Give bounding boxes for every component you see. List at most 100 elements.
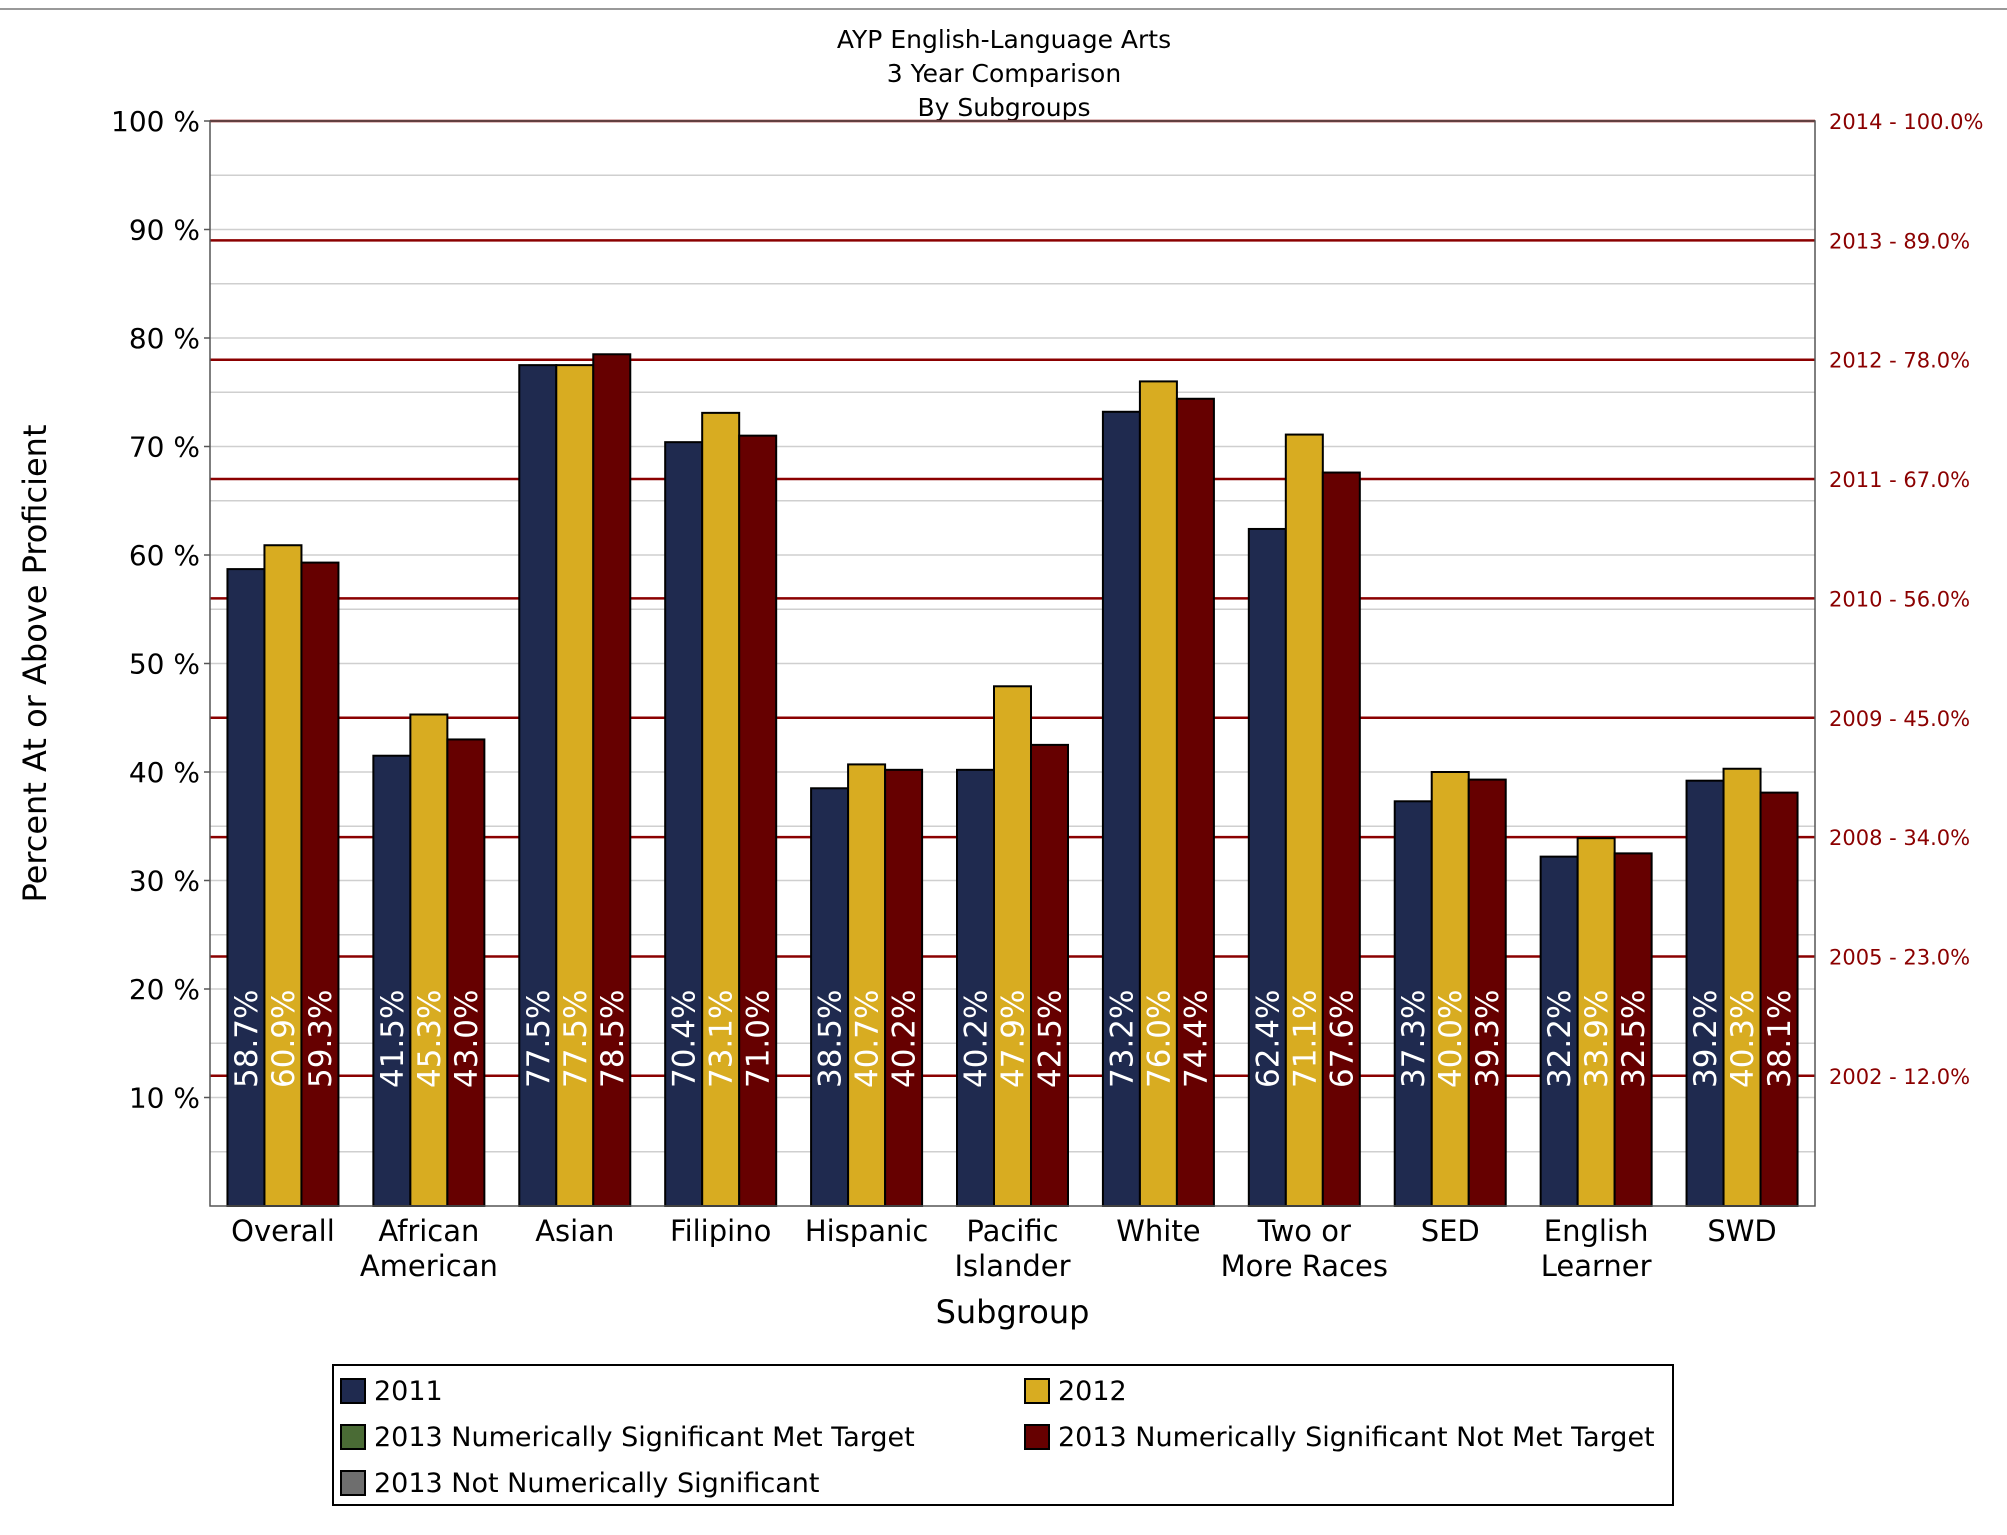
bar-value-label: 77.5% [521, 990, 557, 1088]
chart-title-line-2: 3 Year Comparison [887, 59, 1121, 88]
legend-label: 2013 Numerically Significant Not Met Tar… [1058, 1421, 1655, 1453]
target-label: 2008 - 34.0% [1829, 826, 1970, 850]
bar-value-label: 32.2% [1542, 990, 1578, 1088]
bar-value-label: 73.2% [1104, 990, 1140, 1088]
legend-swatch-met-target [340, 1424, 366, 1450]
bar-2012 [993, 685, 1032, 1207]
x-tick-label: Filipino [670, 1214, 771, 1248]
bar-value-label: 62.4% [1250, 990, 1286, 1088]
bar-value-label: 37.3% [1396, 990, 1432, 1088]
legend-item-2012: 2012 [1024, 1375, 1127, 1407]
bar-value-label: 58.7% [229, 990, 265, 1088]
bar-2012 [1576, 837, 1616, 1207]
bar-2011 [664, 441, 704, 1208]
bar-2012 [1138, 380, 1178, 1207]
y-axis-label: Percent At or Above Proficient [16, 424, 54, 902]
bar-value-label: 39.2% [1688, 990, 1724, 1088]
bar-value-label: 38.1% [1762, 990, 1798, 1088]
bar-2013 [1030, 743, 1069, 1207]
bar-2011 [956, 768, 995, 1208]
legend-label: 2011 [374, 1375, 443, 1407]
bar-value-label: 77.5% [558, 990, 594, 1088]
bar-value-label: 47.9% [996, 990, 1032, 1088]
bar-value-label: 39.3% [1470, 990, 1506, 1088]
x-tick-label: Learner [1541, 1249, 1652, 1283]
target-label: 2011 - 67.0% [1829, 468, 1970, 492]
target-label: 2005 - 23.0% [1829, 945, 1970, 969]
y-tick-label: 20 % [129, 973, 200, 1006]
y-tick-label: 80 % [129, 322, 200, 355]
target-label: 2010 - 56.0% [1829, 587, 1970, 611]
x-tick-label: English [1544, 1214, 1649, 1248]
x-axis-label: Subgroup [936, 1293, 1090, 1331]
bar-value-label: 40.2% [959, 990, 995, 1088]
bar-value-label: 67.6% [1324, 990, 1360, 1088]
x-tick-label: SWD [1707, 1214, 1776, 1248]
y-tick-label: 100 % [111, 105, 200, 138]
bar-value-label: 73.1% [704, 990, 740, 1088]
legend-swatch-not-met-target [1024, 1424, 1050, 1450]
target-label: 2009 - 45.0% [1829, 707, 1970, 731]
bar-value-label: 60.9% [266, 990, 302, 1088]
x-tick-label: Asian [535, 1214, 614, 1248]
chart-title-line-3: By Subgroups [917, 93, 1090, 122]
bar-value-label: 71.1% [1287, 990, 1323, 1088]
bar-2011 [226, 568, 266, 1207]
bar-value-label: 78.5% [595, 990, 631, 1088]
bar-value-label: 38.5% [813, 990, 849, 1088]
bar-2012 [263, 544, 303, 1207]
bar-2012 [847, 763, 887, 1208]
bar-value-label: 40.0% [1433, 990, 1469, 1088]
bar-2011 [1101, 410, 1141, 1207]
bar-value-label: 33.9% [1579, 990, 1615, 1088]
chart-title-line-1: AYP English-Language Arts [837, 25, 1171, 54]
legend-item-not-met-target: 2013 Numerically Significant Not Met Tar… [1024, 1421, 1655, 1453]
y-tick-label: 30 % [129, 865, 200, 898]
legend-item-met-target: 2013 Numerically Significant Met Target [340, 1422, 915, 1453]
target-label: 2002 - 12.0% [1829, 1065, 1970, 1089]
x-tick-label: Islander [954, 1249, 1070, 1283]
y-tick-label: 10 % [129, 1082, 200, 1115]
y-tick-label: 70 % [129, 431, 200, 464]
bar-2013 [1759, 791, 1799, 1207]
legend-label: 2012 [1058, 1375, 1127, 1407]
y-tick-label: 50 % [129, 648, 200, 681]
bar-value-label: 76.0% [1141, 990, 1177, 1088]
x-tick-label: Overall [231, 1214, 335, 1248]
legend-swatch-not-significant [340, 1470, 366, 1496]
target-label: 2013 - 89.0% [1829, 229, 1970, 253]
legend-swatch-2012 [1024, 1378, 1050, 1404]
bar-2013 [446, 738, 486, 1207]
x-tick-label: More Races [1221, 1249, 1388, 1283]
bar-value-label: 32.5% [1616, 990, 1652, 1088]
top-rule [0, 8, 2007, 10]
bar-2011 [1685, 779, 1725, 1207]
bar-value-label: 71.0% [741, 990, 777, 1088]
legend-item-2011: 2011 [340, 1375, 443, 1407]
bar-2013 [738, 434, 778, 1207]
bar-value-label: 40.3% [1725, 990, 1761, 1088]
bar-value-label: 74.4% [1178, 990, 1214, 1088]
x-tick-label: White [1116, 1214, 1200, 1248]
x-tick-label: African [378, 1214, 479, 1248]
target-label: 2014 - 100.0% [1829, 110, 1983, 134]
bar-value-label: 59.3% [303, 990, 339, 1088]
legend-swatch-2011 [340, 1378, 366, 1404]
bar-2012 [409, 713, 449, 1207]
bar-2013 [300, 561, 340, 1207]
bar-2012 [1430, 771, 1470, 1207]
x-tick-label: Hispanic [805, 1214, 929, 1248]
bar-2011 [372, 754, 412, 1207]
bar-value-label: 40.7% [850, 990, 886, 1088]
target-label: 2012 - 78.0% [1829, 349, 1970, 373]
bar-chart: AYP English-Language Arts 3 Year Compari… [16, 25, 1983, 1331]
bar-2012 [1284, 433, 1324, 1207]
bar-2013 [1175, 397, 1215, 1207]
bar-2013 [884, 768, 924, 1208]
y-tick-label: 60 % [129, 539, 200, 572]
bar-value-label: 41.5% [375, 990, 411, 1088]
legend-item-not-significant: 2013 Not Numerically Significant [340, 1468, 819, 1499]
x-tick-label: American [360, 1249, 498, 1283]
chart-title: AYP English-Language Arts 3 Year Compari… [837, 25, 1171, 122]
